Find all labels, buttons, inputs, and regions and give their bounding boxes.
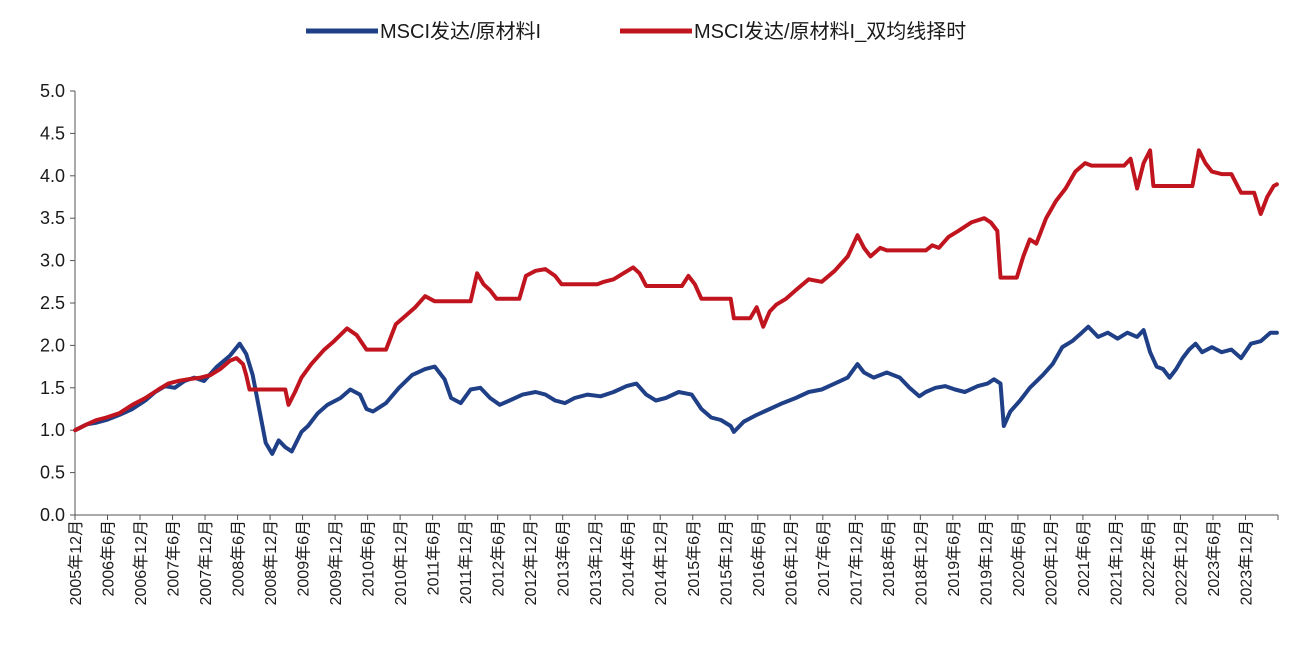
x-tick-label: 2016年12月 [782, 520, 800, 605]
x-tick-label: 2005年12月 [67, 520, 85, 605]
x-tick-label: 2020年12月 [1042, 520, 1060, 605]
x-tick-label: 2013年6月 [555, 520, 573, 597]
x-tick-label: 2009年6月 [295, 520, 313, 597]
x-tick-label: 2020年6月 [1010, 520, 1028, 597]
x-tick-label: 2007年6月 [165, 520, 183, 597]
x-tick-label: 2021年6月 [1075, 520, 1093, 597]
x-tick-label: 2009年12月 [327, 520, 345, 605]
series-line-1 [73, 324, 1279, 456]
x-tick-label: 2019年6月 [945, 520, 963, 597]
x-tick-label: 2012年6月 [490, 520, 508, 597]
y-tick-label: 4.0 [40, 166, 65, 186]
y-tick-label: 4.5 [40, 123, 65, 143]
x-tick-label: 2014年6月 [620, 520, 638, 597]
x-tick-label: 2019年12月 [977, 520, 995, 605]
y-tick-label: 2.0 [40, 335, 65, 355]
x-tick-label: 2015年12月 [717, 520, 735, 605]
x-tick-label: 2022年12月 [1172, 520, 1190, 605]
legend-label-2: MSCI发达/原材料I_双均线择时 [694, 20, 966, 43]
legend-label-1: MSCI发达/原材料I [380, 20, 541, 43]
y-tick-label: 0.0 [40, 505, 65, 525]
x-tick-label: 2012年12月 [522, 520, 540, 605]
x-tick-label: 2014年12月 [652, 520, 670, 605]
x-tick-label: 2011年12月 [457, 520, 475, 604]
axes: 0.0 0.5 1.0 1.5 2.0 2.5 3.0 3.5 4.0 4.5 5.0 2005年12… [40, 81, 1279, 605]
x-tick-label: 2022年6月 [1140, 520, 1158, 597]
legend-item-2: MSCI发达/原材料I_双均线择时 [620, 20, 966, 43]
series-line-2 [73, 148, 1279, 433]
x-tick-label: 2018年6月 [880, 520, 898, 597]
x-tick-label: 2023年12月 [1237, 520, 1255, 605]
x-tick-label: 2011年6月 [425, 520, 443, 595]
legend-item-1: MSCI发达/原材料I [306, 20, 541, 43]
x-tick-label: 2008年6月 [230, 520, 248, 597]
legend: MSCI发达/原材料I MSCI发达/原材料I_双均线择时 [306, 20, 966, 43]
x-tick-label: 2008年12月 [262, 520, 280, 605]
x-tick-label: 2015年6月 [685, 520, 703, 597]
y-tick-label: 5.0 [40, 81, 65, 101]
x-tick-label: 2006年12月 [132, 520, 150, 605]
x-tick-label: 2023年6月 [1205, 520, 1223, 597]
x-tick-label: 2017年6月 [815, 520, 833, 597]
x-tick-label: 2017年12月 [847, 520, 865, 605]
y-tick-label: 1.0 [40, 420, 65, 440]
y-tick-label: 3.5 [40, 208, 65, 228]
x-tick-label: 2007年12月 [197, 520, 215, 605]
x-tick-label: 2006年6月 [100, 520, 118, 597]
x-tick-label: 2010年12月 [392, 520, 410, 605]
x-tick-label: 2013年12月 [587, 520, 605, 605]
plot-area [73, 148, 1279, 456]
y-tick-label: 1.5 [40, 378, 65, 398]
x-tick-label: 2018年12月 [912, 520, 930, 605]
x-tick-label: 2010年6月 [360, 520, 378, 597]
y-tick-label: 2.5 [40, 293, 65, 313]
x-tick-label: 2016年6月 [750, 520, 768, 597]
x-tick-label: 2021年12月 [1107, 520, 1125, 605]
y-tick-label: 3.0 [40, 251, 65, 271]
y-tick-label: 0.5 [40, 463, 65, 483]
